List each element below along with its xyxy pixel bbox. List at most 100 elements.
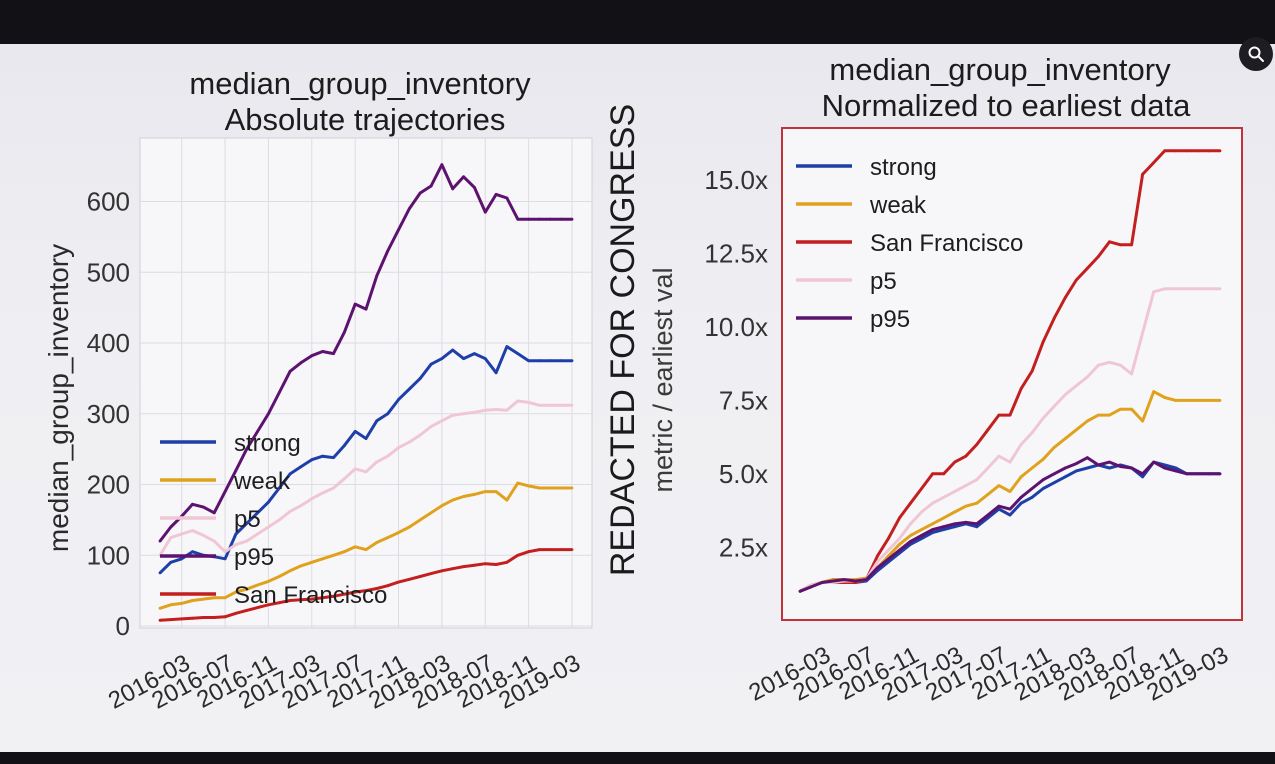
right-series-p5-point (942, 495, 946, 499)
left-series-san-francisco-point (191, 616, 194, 620)
right-series-san-francisco-point (1052, 316, 1056, 320)
left-series-p5-point (494, 408, 498, 411)
right-series-p95-point (953, 522, 957, 526)
right-series-p95-point (864, 578, 868, 581)
magnifier-icon (1248, 46, 1264, 62)
left-y-tick-label: 200 (87, 470, 130, 500)
left-series-san-francisco-point (299, 598, 303, 602)
right-series-weak-point (1086, 419, 1089, 423)
right-plot-area (781, 127, 1243, 621)
left-series-p95-point (375, 274, 379, 278)
right-series-san-francisco-point (1097, 255, 1100, 258)
right-series-weak-point (942, 516, 946, 520)
left-series-weak-point (516, 481, 520, 485)
right-series-p95-point (1030, 487, 1034, 490)
left-series-weak-point (245, 587, 249, 591)
right-series-p5-point (1019, 443, 1023, 446)
right-series-p95-point (1163, 466, 1167, 470)
left-series-weak-point (473, 493, 476, 496)
left-series-strong-point (256, 511, 259, 515)
right-series-p95-point (1141, 472, 1144, 476)
left-series-p95-point (223, 490, 227, 493)
right-series-p5-point (997, 454, 1001, 458)
right-series-strong-point (975, 525, 979, 529)
left-series-p5-point (191, 529, 194, 532)
right-series-p95-point (809, 585, 813, 589)
right-series-p95-point (1097, 463, 1100, 467)
left-series-p95-point (277, 391, 281, 394)
left-series-p5-point (256, 532, 259, 536)
left-series-strong-point (234, 532, 238, 536)
right-series-weak-point (1030, 466, 1034, 470)
left-series-san-francisco-point (408, 577, 411, 581)
left-legend: strong weak p5 p95 San Francisco (160, 430, 387, 609)
right-series-p5-point (1196, 287, 1200, 291)
left-y-tick-label: 300 (87, 399, 130, 429)
right-series-strong-point (953, 525, 957, 529)
left-series-weak-point (158, 606, 162, 610)
left-series-strong-point (397, 398, 400, 401)
right-series-p5-point (1052, 404, 1056, 408)
left-series-p5-point (212, 539, 216, 543)
right-series-weak-point (931, 522, 934, 526)
left-series-p5-point (223, 550, 227, 554)
left-series-p5-point (386, 454, 390, 458)
left-title-line-2: Absolute trajectories (225, 102, 506, 137)
left-series-san-francisco-point (180, 617, 184, 621)
right-series-san-francisco-point (898, 516, 901, 520)
right-series-san-francisco-point (1218, 149, 1222, 153)
right-series-strong-point (1019, 501, 1023, 505)
left-series-san-francisco-point (223, 615, 227, 619)
left-series-weak-point (169, 603, 173, 607)
right-series-p95-point (1019, 495, 1023, 499)
left-y-tick-label: 500 (87, 257, 130, 287)
zoom-button[interactable] (1239, 37, 1273, 71)
right-series-p5-point (1207, 287, 1211, 291)
left-series-san-francisco-point (386, 584, 390, 588)
left-series-weak-point (180, 602, 184, 605)
left-series-p5-point (180, 532, 184, 536)
left-series-weak-point (267, 580, 270, 583)
right-y-ticks: 2.5x 5.0x 7.5x 10.0x 12.5x 15.0x (704, 165, 768, 562)
left-series-p95-point (429, 184, 433, 188)
left-series-p5-point (538, 403, 541, 407)
left-series-weak-point (386, 536, 390, 539)
right-series-p5-point (909, 522, 912, 526)
right-series-p95-point (920, 534, 923, 537)
left-series-p95-point (570, 217, 574, 221)
left-series-strong-point (538, 359, 541, 363)
left-series-p95-point (234, 469, 238, 472)
right-series-p95-point (1119, 465, 1122, 468)
left-series-p5-point (375, 460, 379, 464)
right-y-tick-label: 12.5x (704, 239, 768, 269)
right-series-san-francisco-point (1063, 296, 1067, 299)
left-series-san-francisco-point (440, 569, 444, 573)
right-series-p5-point (953, 490, 957, 493)
left-series-san-francisco-point (473, 563, 476, 567)
left-series-san-francisco-point (375, 587, 379, 590)
right-series-strong-point (1063, 475, 1067, 479)
left-series-p5-point (342, 477, 346, 481)
left-series-strong-point (191, 550, 194, 554)
right-series-p95-point (1008, 507, 1012, 511)
left-series-weak-point (342, 550, 346, 554)
right-series-san-francisco-point (1207, 149, 1211, 153)
right-series-p5-point (1008, 460, 1012, 464)
left-series-san-francisco-point (310, 597, 314, 601)
right-series-p5-point (1030, 431, 1034, 435)
left-series-p95-point (473, 186, 476, 189)
left-series-weak-point (223, 596, 227, 600)
left-series-p95-point (364, 307, 368, 311)
left-y-tick-label: 100 (87, 540, 130, 570)
left-series-strong-point (548, 359, 552, 363)
left-series-weak-point (288, 569, 292, 573)
right-y-axis-label: metric / earliest val (648, 267, 678, 492)
right-series-san-francisco-point (942, 472, 946, 476)
left-series-san-francisco-point (364, 589, 368, 592)
right-series-p95-point (975, 522, 979, 526)
right-series-p95-point (1074, 462, 1078, 465)
right-series-p5-point (1141, 331, 1144, 335)
right-series-p5-point (931, 501, 934, 505)
left-series-strong-point (527, 359, 530, 363)
